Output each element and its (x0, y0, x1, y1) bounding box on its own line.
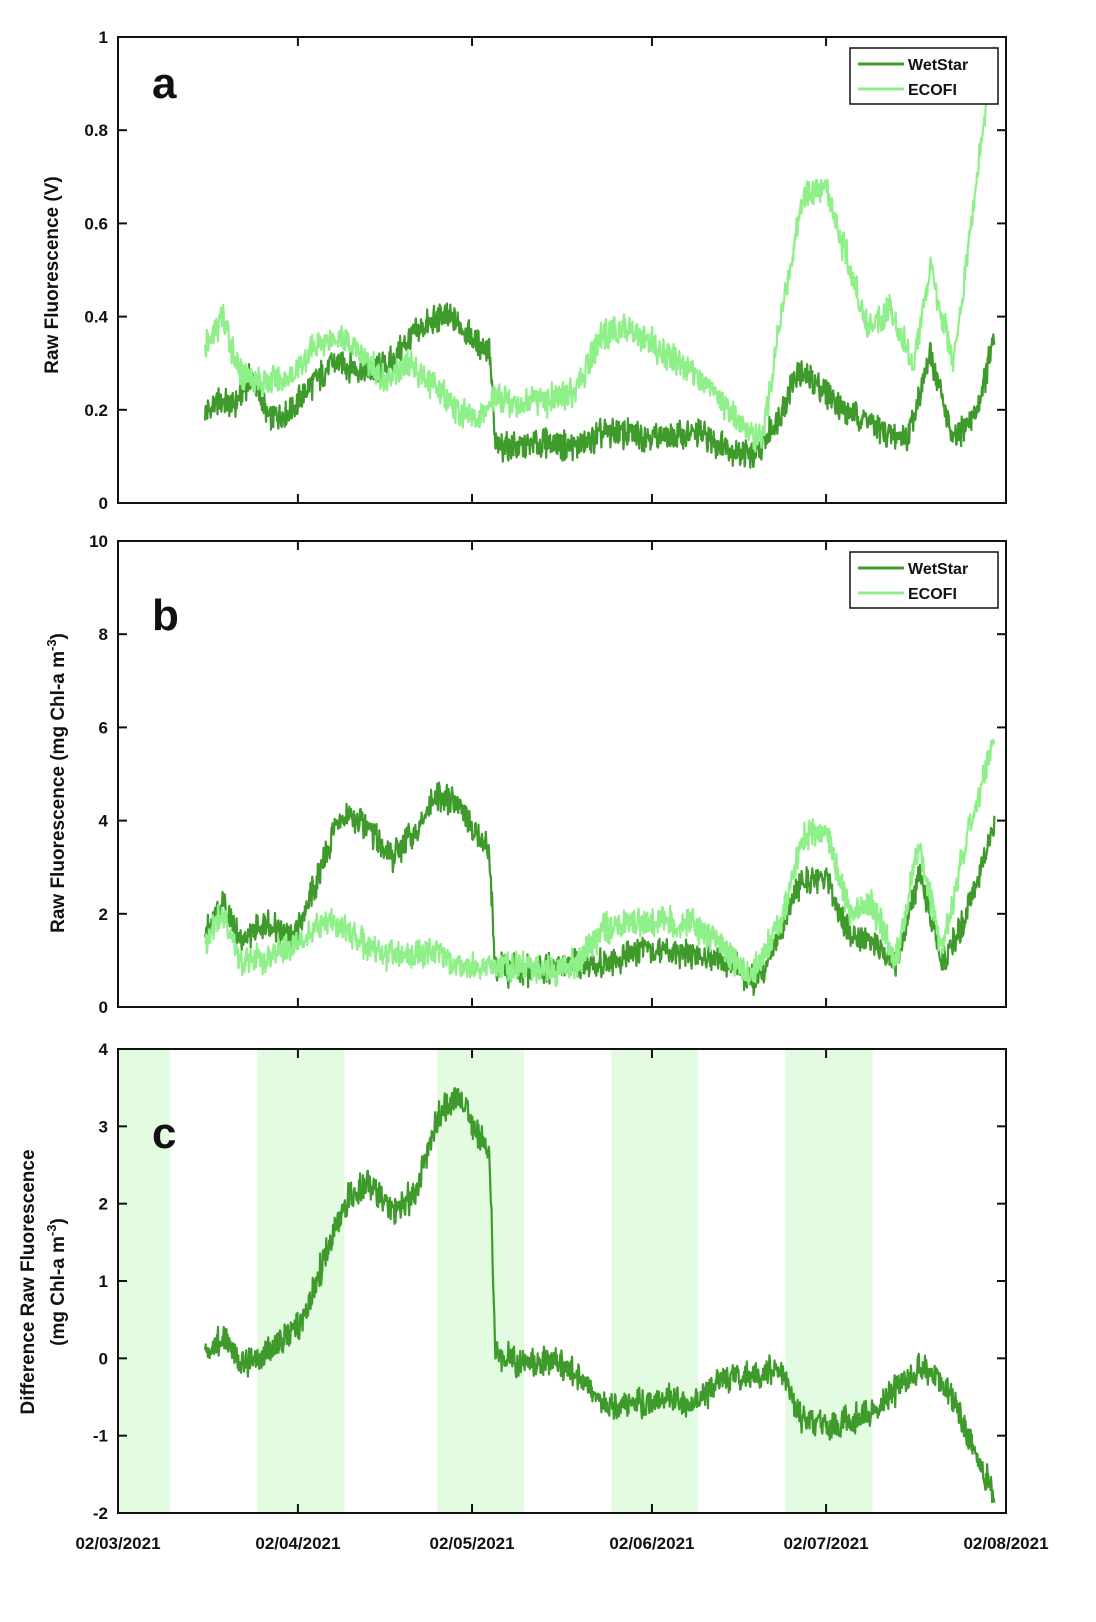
axes-frame (117, 1048, 1007, 1514)
y-tick-label: 1 (99, 1272, 108, 1291)
ylabel-c-end: ) (48, 1218, 69, 1224)
legend-a: WetStar ECOFI (849, 47, 999, 105)
series-wetstar-line (204, 302, 996, 469)
y-tick-label: 2 (99, 1195, 108, 1214)
y-tick-label: 0.4 (84, 308, 108, 327)
ylabel-c-line1: Difference Raw Fluorescence (18, 1149, 39, 1414)
y-tick-label: 6 (99, 718, 108, 737)
x-tick-label: 02/04/2021 (255, 1534, 340, 1553)
legend-b-ecofi-label: ECOFI (908, 586, 957, 603)
shaded-span (611, 1049, 699, 1513)
y-tick-label: 2 (99, 905, 108, 924)
ylabel-a: Raw Fluorescence (V) (42, 176, 63, 373)
ylabel-b: Raw Fluorescence (mg Chl-a m-3) (44, 633, 69, 933)
y-tick-label: 0 (99, 1349, 108, 1368)
ylabel-c-main: (mg Chl-a m (48, 1236, 69, 1346)
y-tick-label: 1 (99, 28, 108, 47)
legend-a-ecofi-label: ECOFI (908, 82, 957, 99)
y-tick-label: -1 (93, 1427, 108, 1446)
y-tick-label: 3 (99, 1117, 108, 1136)
x-tick-label: 02/06/2021 (609, 1534, 694, 1553)
y-tick-label: 0.2 (84, 401, 108, 420)
legend-a-wetstar-label: WetStar (908, 57, 968, 74)
shade-layer (118, 1049, 873, 1513)
ylabel-c-sup: -3 (44, 1224, 59, 1236)
y-tick-label: 8 (99, 625, 108, 644)
x-tick-label: 02/03/2021 (75, 1534, 160, 1553)
series-ecofi-line (204, 46, 996, 453)
axes-frame (117, 36, 1007, 504)
x-tick-label: 02/08/2021 (963, 1534, 1048, 1553)
y-tick-label: 0.8 (84, 121, 108, 140)
axes-frame (117, 540, 1007, 1008)
ylabel-c-line2: (mg Chl-a m-3) (44, 1218, 69, 1346)
panel-letter-a: a (152, 59, 177, 108)
y-tick-label: 0.6 (84, 214, 108, 233)
x-tick-label: 02/07/2021 (784, 1534, 869, 1553)
y-tick-label: 4 (99, 812, 109, 831)
shaded-span (785, 1049, 873, 1513)
ylabel-b-main: Raw Fluorescence (mg Chl-a m (48, 651, 69, 933)
y-tick-label: 10 (89, 532, 108, 551)
legend-b-wetstar-label: WetStar (908, 561, 968, 578)
y-tick-label: 4 (99, 1040, 109, 1059)
x-tick-label: 02/05/2021 (429, 1534, 514, 1553)
y-tick-label: 0 (99, 494, 108, 513)
panel-letter-b: b (152, 591, 179, 640)
series-ecofi-line (204, 738, 996, 987)
axes-layer: 00.20.40.60.810246810-2-10123402/03/2021… (75, 28, 1048, 1553)
lines-layer (204, 46, 996, 1504)
y-tick-label: -2 (93, 1504, 108, 1523)
ylabel-b-sup: -3 (44, 639, 59, 651)
series-difference-line (204, 1087, 996, 1504)
panel-letter-c: c (152, 1109, 176, 1158)
legend-a-box (849, 47, 999, 105)
legend-b: WetStar ECOFI (849, 551, 999, 609)
shaded-span (257, 1049, 345, 1513)
ylabel-b-end: ) (48, 633, 69, 639)
legend-b-box (849, 551, 999, 609)
series-wetstar-line (204, 781, 996, 997)
y-tick-label: 0 (99, 998, 108, 1017)
shaded-span (437, 1049, 525, 1513)
